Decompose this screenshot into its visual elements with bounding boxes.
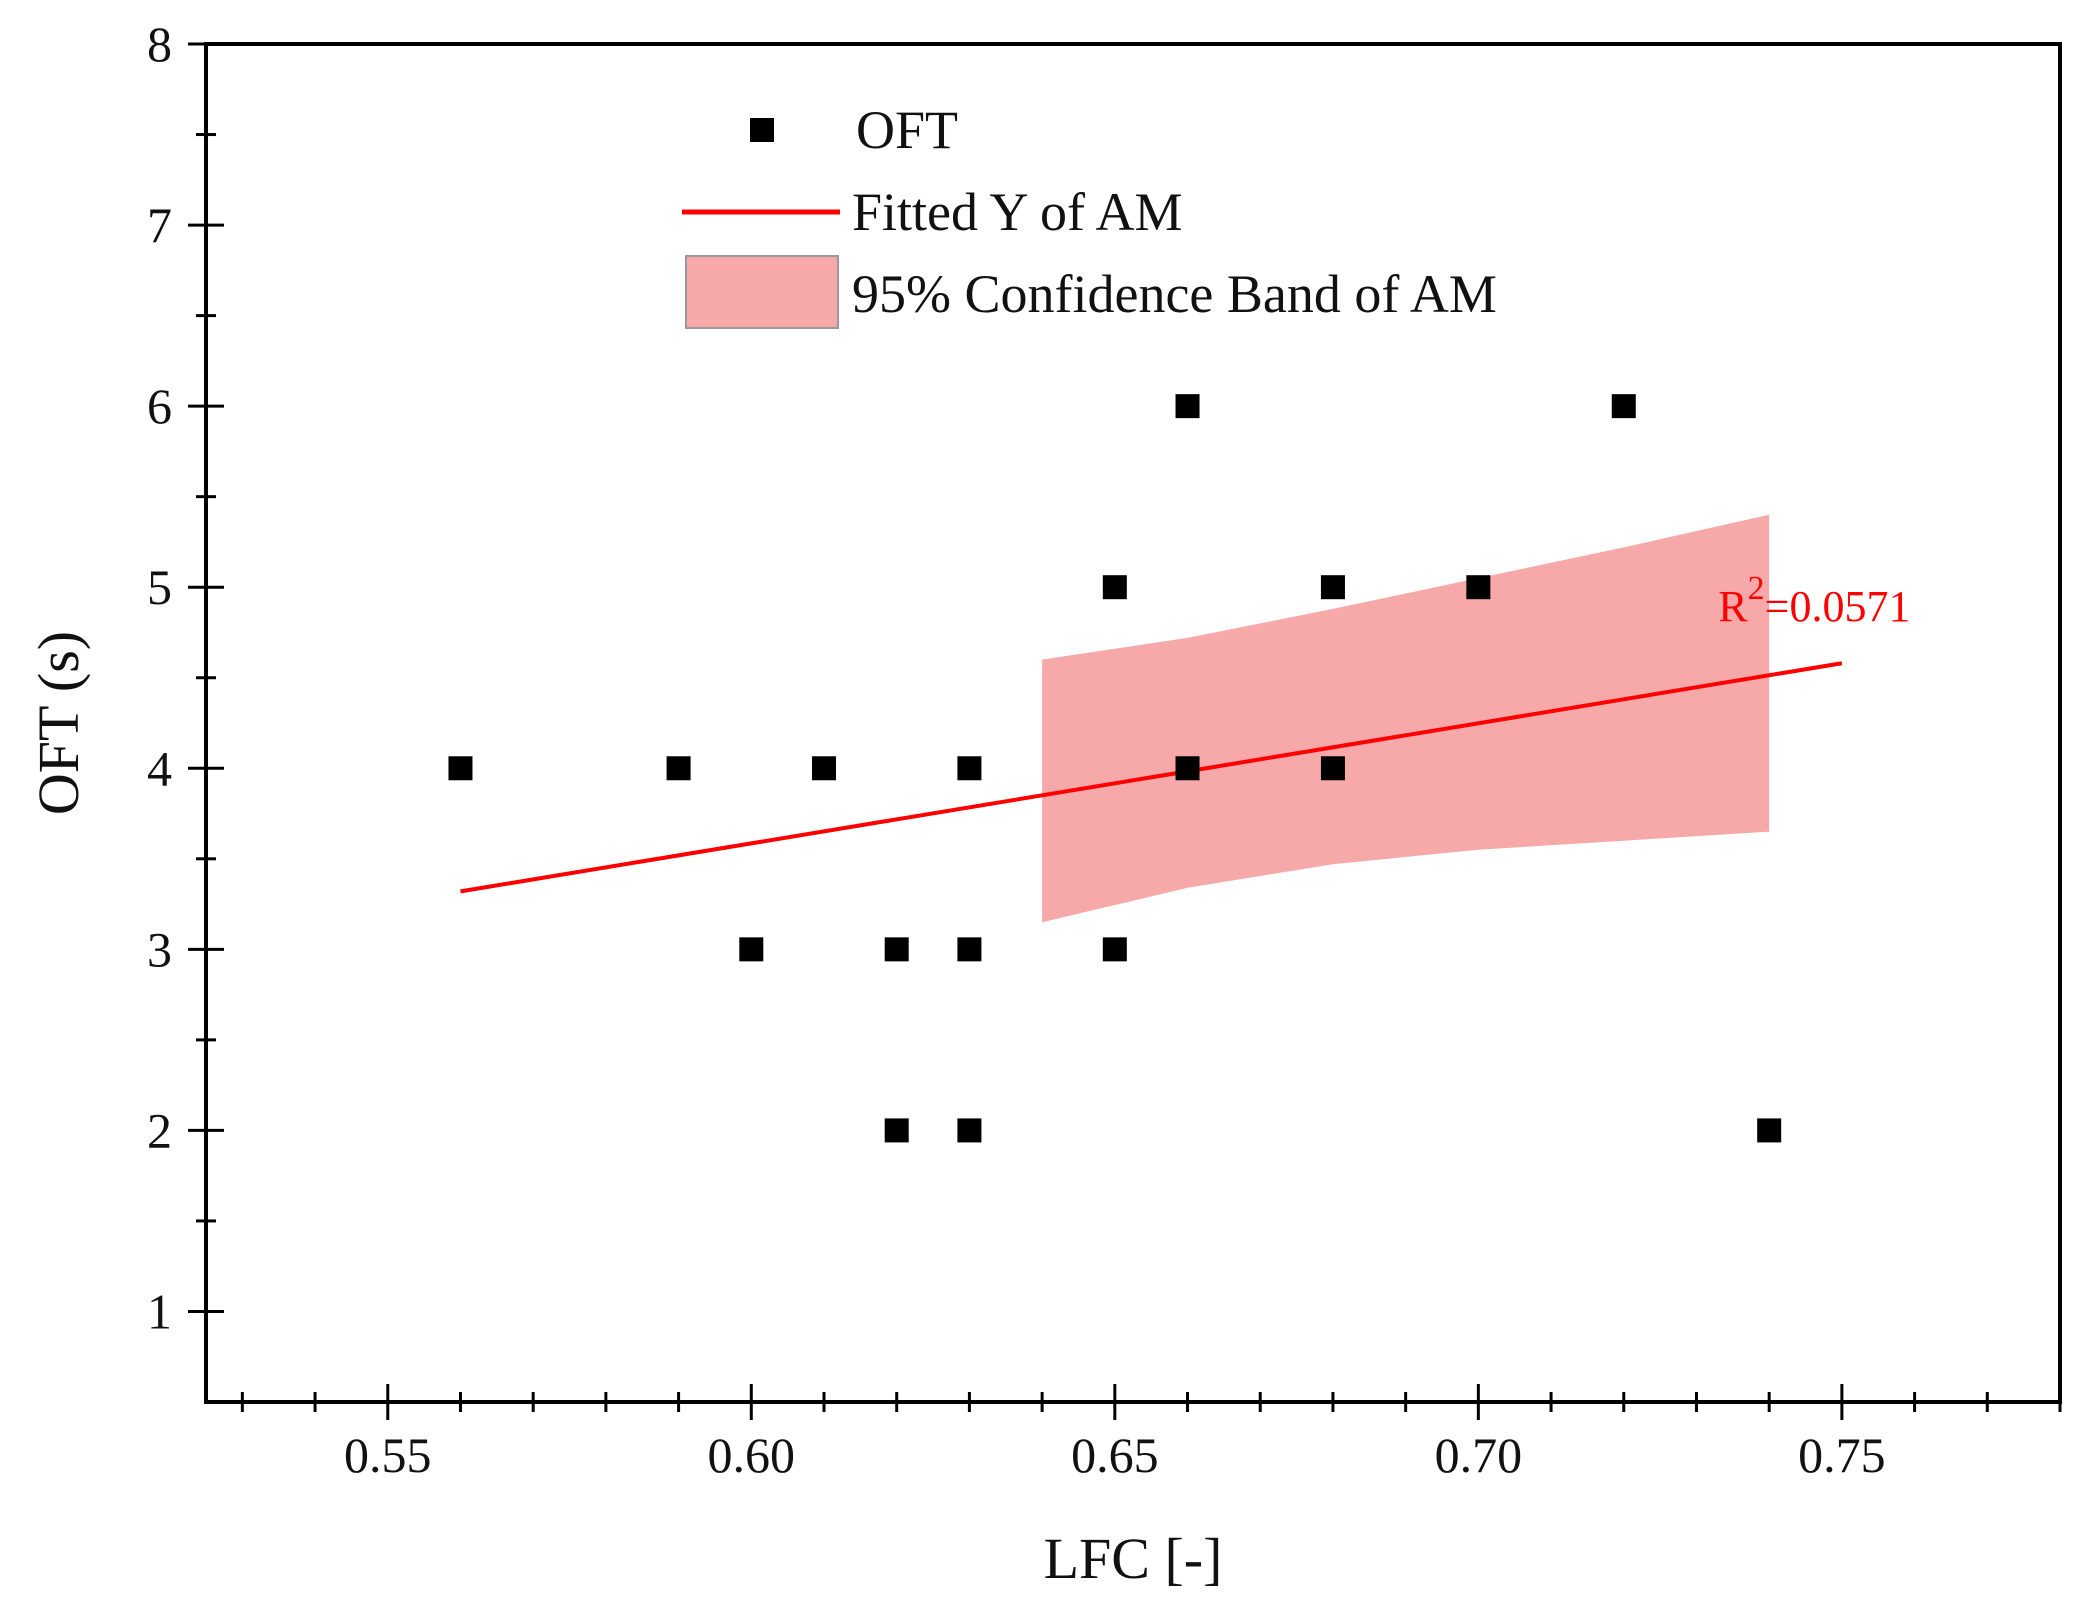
y-tick-label: 2	[147, 1102, 172, 1158]
r-squared-base: R	[1718, 582, 1748, 631]
x-tick-label: 0.70	[1435, 1427, 1523, 1483]
y-tick-label: 8	[147, 16, 172, 72]
y-tick-label: 3	[147, 921, 172, 977]
legend-marker-band	[685, 255, 839, 329]
data-point	[448, 756, 473, 781]
data-point	[884, 1118, 909, 1143]
fit-line-layer	[460, 661, 1843, 894]
data-point	[957, 1118, 982, 1143]
fitted-line	[460, 661, 1843, 894]
data-point	[1175, 394, 1200, 419]
x-axis-title: LFC [-]	[1044, 1526, 1223, 1591]
x-tick-label: 0.60	[708, 1427, 796, 1483]
confidence-band-layer	[1042, 514, 1770, 923]
legend-label-oft: OFT	[856, 100, 958, 160]
x-tick-label: 0.75	[1798, 1427, 1886, 1483]
x-tick-label: 0.55	[344, 1427, 432, 1483]
data-point	[957, 756, 982, 781]
x-tick-label: 0.65	[1071, 1427, 1159, 1483]
scatter-points-layer	[448, 394, 1782, 1143]
data-point	[1102, 575, 1127, 600]
data-point	[1102, 937, 1127, 962]
data-point	[1320, 575, 1345, 600]
legend-marker-oft	[750, 118, 774, 142]
y-tick-label: 7	[147, 197, 172, 253]
data-point	[1757, 1118, 1782, 1143]
r-squared-annotation: R2=0.0571	[1718, 570, 1910, 631]
y-tick-label: 4	[147, 740, 172, 796]
data-point	[1175, 756, 1200, 781]
r-squared-value: =0.0571	[1765, 582, 1911, 631]
y-axis-title: OFT (s)	[26, 631, 91, 815]
legend-label-fit: Fitted Y of AM	[852, 182, 1183, 242]
data-point	[812, 756, 836, 781]
data-point	[1611, 394, 1636, 419]
y-tick-label: 6	[147, 378, 172, 434]
data-point	[666, 756, 691, 781]
legend-label-band: 95% Confidence Band of AM	[852, 264, 1497, 324]
plot-frame	[204, 42, 2062, 1404]
data-point	[1320, 756, 1345, 781]
data-point	[1466, 575, 1491, 600]
axes	[204, 42, 2062, 1404]
legend: OFT Fitted Y of AM 95% Confidence Band o…	[682, 100, 1497, 329]
r-squared-superscript: 2	[1748, 570, 1765, 607]
data-point	[739, 937, 764, 962]
data-point	[957, 937, 982, 962]
y-tick-label: 1	[147, 1283, 172, 1339]
confidence-band	[1042, 514, 1770, 923]
data-point	[884, 937, 909, 962]
y-tick-label: 5	[147, 559, 172, 615]
ticks: 0.55 0.60 0.65 0.70 0.75 1 2 3 4 5 6 7 8	[147, 16, 2062, 1483]
